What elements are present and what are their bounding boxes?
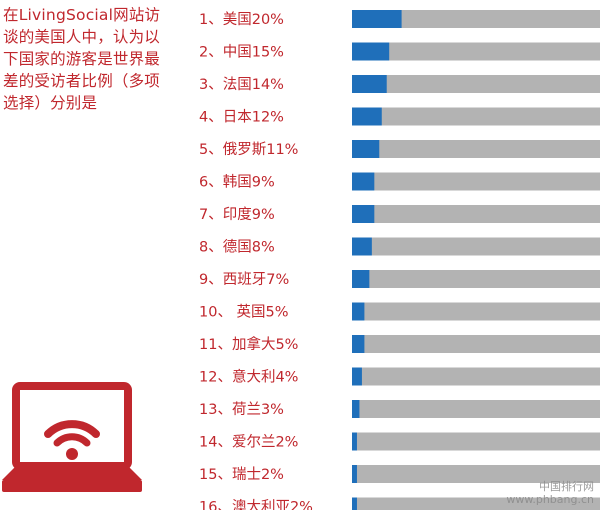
bar-track bbox=[352, 302, 600, 321]
bar-fill bbox=[352, 497, 357, 510]
row-label: 14、爱尔兰2% bbox=[199, 434, 298, 451]
bar-track bbox=[352, 237, 600, 256]
bar-track bbox=[352, 42, 600, 61]
bar-fill bbox=[352, 205, 375, 223]
bar-fill bbox=[352, 10, 402, 28]
bar-track bbox=[352, 10, 600, 28]
watermark: 中国排行网 www.phbang.cn bbox=[506, 480, 594, 506]
bar-track bbox=[352, 205, 600, 223]
bar-fill bbox=[352, 172, 375, 191]
bar-track bbox=[352, 335, 600, 353]
row-label: 16、澳大利亚2% bbox=[199, 499, 313, 510]
bar-fill bbox=[352, 140, 380, 158]
row-label: 10、 英国5% bbox=[199, 303, 289, 321]
row-label: 13、荷兰3% bbox=[199, 401, 284, 418]
laptop-wifi-icon bbox=[2, 382, 142, 492]
bar-track bbox=[352, 400, 600, 418]
bar-fill bbox=[352, 335, 365, 353]
watermark-url: www.phbang.cn bbox=[506, 493, 594, 506]
bar-track bbox=[352, 75, 600, 93]
bar-track bbox=[352, 465, 600, 483]
bar-track bbox=[352, 172, 600, 191]
row-label: 7、印度9% bbox=[199, 206, 275, 223]
bar-fill bbox=[352, 367, 362, 386]
row-label: 11、加拿大5% bbox=[199, 335, 298, 353]
row-label: 8、德国8% bbox=[199, 239, 275, 256]
row-label: 2、中国15% bbox=[199, 44, 284, 61]
bar-fill bbox=[352, 75, 387, 93]
bar-fill bbox=[352, 107, 382, 126]
row-label: 1、美国20% bbox=[199, 11, 284, 28]
bar-fill bbox=[352, 432, 357, 451]
bar-fill bbox=[352, 237, 372, 256]
row-label: 12、意大利4% bbox=[199, 368, 298, 386]
row-label: 5、俄罗斯11% bbox=[199, 141, 298, 158]
bar-fill bbox=[352, 400, 360, 418]
bar-track bbox=[352, 367, 600, 386]
bar-track bbox=[352, 497, 600, 510]
bar-fill bbox=[352, 465, 357, 483]
intro-text: 在LivingSocial网站访谈的美国人中，认为以下国家的游客是世界最差的受访… bbox=[3, 6, 161, 112]
bar-fill bbox=[352, 270, 370, 288]
bar-track bbox=[352, 270, 600, 288]
bar-fill bbox=[352, 42, 390, 61]
bar-fill bbox=[352, 302, 365, 321]
row-label: 4、日本12% bbox=[199, 109, 284, 126]
row-label: 9、西班牙7% bbox=[199, 271, 289, 288]
bar-track bbox=[352, 432, 600, 451]
row-label: 6、韩国9% bbox=[199, 174, 275, 191]
row-label: 15、瑞士2% bbox=[199, 466, 284, 483]
watermark-site-name: 中国排行网 bbox=[539, 480, 594, 493]
bar-track bbox=[352, 140, 600, 158]
row-label: 3、法国14% bbox=[199, 76, 284, 93]
bar-track bbox=[352, 107, 600, 126]
